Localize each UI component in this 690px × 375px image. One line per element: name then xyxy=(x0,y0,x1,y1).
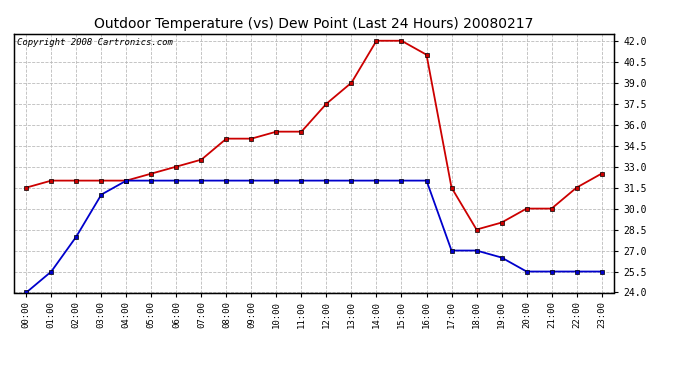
Title: Outdoor Temperature (vs) Dew Point (Last 24 Hours) 20080217: Outdoor Temperature (vs) Dew Point (Last… xyxy=(95,17,533,31)
Text: Copyright 2008 Cartronics.com: Copyright 2008 Cartronics.com xyxy=(17,38,172,46)
